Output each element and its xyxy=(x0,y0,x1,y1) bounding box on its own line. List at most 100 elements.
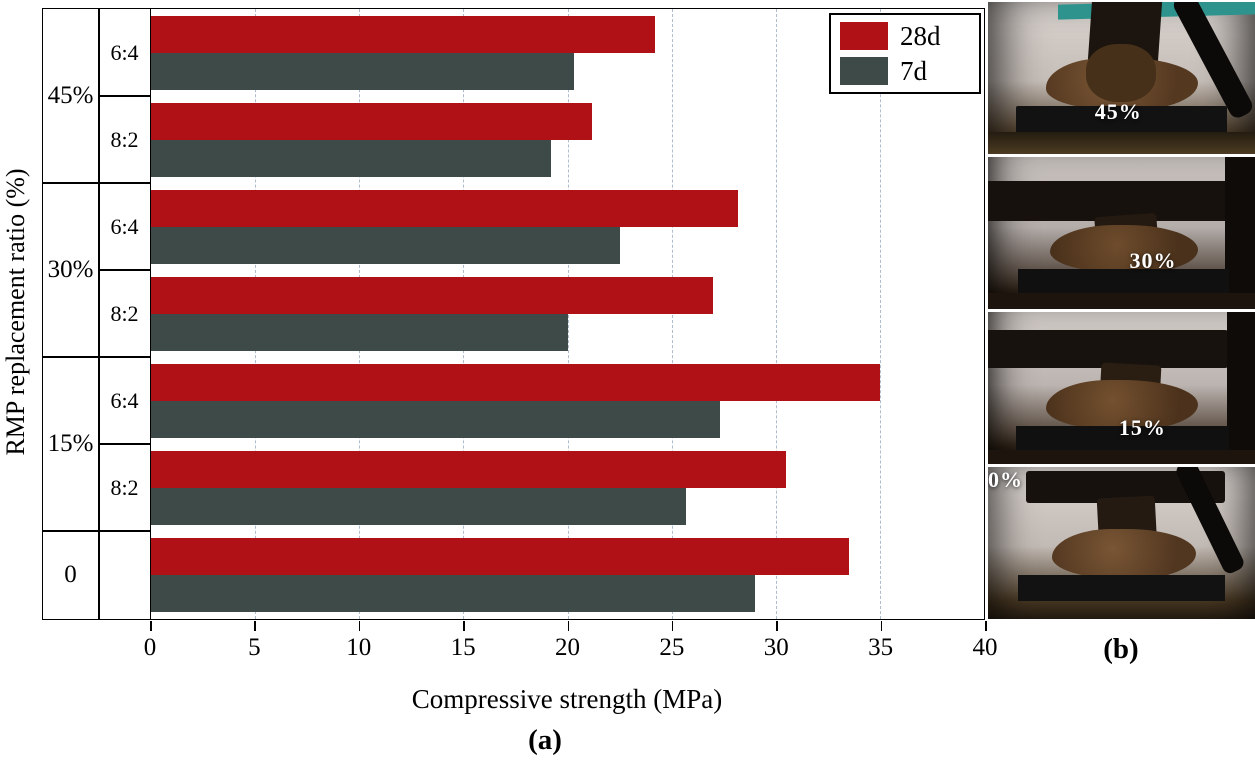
floor-icon xyxy=(988,450,1255,464)
bar-28d xyxy=(151,363,880,401)
y-sub-label: 8:2 xyxy=(110,474,139,500)
machine-frame-icon xyxy=(1225,157,1255,309)
bar-7d xyxy=(151,574,755,612)
y-sub-label: 8:2 xyxy=(110,126,139,152)
x-tick xyxy=(671,621,674,631)
x-tick xyxy=(463,621,465,631)
y-sub-label: 6:4 xyxy=(110,387,139,413)
bar-28d xyxy=(151,15,655,53)
base-plate-icon xyxy=(1018,575,1225,601)
x-tick xyxy=(776,621,778,631)
floor-icon xyxy=(988,132,1255,154)
y-sub-label: 8:2 xyxy=(110,300,139,326)
x-tick-label: 25 xyxy=(659,634,685,661)
subcell-separator-line xyxy=(98,269,151,271)
crushed-specimen-core-icon xyxy=(1086,44,1156,102)
floor-icon xyxy=(988,293,1255,309)
gridline xyxy=(775,9,777,619)
specimen-photo: 45% xyxy=(988,2,1255,154)
bar-7d xyxy=(151,487,687,525)
photo-panel: 45% 30% 15% 0% xyxy=(988,2,1255,620)
crushed-specimen-icon xyxy=(1046,380,1198,430)
y-tick xyxy=(143,530,150,532)
bar-7d xyxy=(151,226,620,264)
bar-7d xyxy=(151,52,574,90)
legend-entry: 28d xyxy=(840,22,970,50)
bar-7d xyxy=(151,139,551,177)
y-tick xyxy=(143,269,150,271)
group-separator-line xyxy=(43,356,150,358)
legend-label: 28d xyxy=(900,20,941,51)
gridline xyxy=(879,9,881,619)
x-axis-title: Compressive strength (MPa) xyxy=(411,684,723,714)
y-tick xyxy=(143,356,150,358)
photo-label: 0% xyxy=(988,467,1023,492)
y-group-label: 15% xyxy=(47,430,94,457)
x-tick-label: 30 xyxy=(763,634,789,661)
x-tick xyxy=(358,621,361,631)
legend-label: 7d xyxy=(900,55,927,86)
x-tick-label: 0 xyxy=(143,634,157,661)
x-tick-label: 10 xyxy=(346,634,372,661)
y-axis-table: 45% 6:4 8:2 30% 6:4 8:2 15% 6:4 8:2 0 xyxy=(42,8,151,620)
photo-label: 45% xyxy=(1094,99,1142,125)
gridline xyxy=(671,9,673,619)
group-separator-line xyxy=(43,182,150,184)
legend-entries: 28d 7d xyxy=(840,22,970,85)
gridline xyxy=(567,9,569,619)
base-plate-icon xyxy=(1018,269,1229,295)
x-tick xyxy=(880,621,883,631)
floor-icon xyxy=(988,599,1255,619)
legend-swatch-7d xyxy=(840,57,888,85)
x-tick xyxy=(985,621,987,631)
x-tick-label: 15 xyxy=(450,634,476,661)
x-tick xyxy=(254,621,256,631)
bar-28d xyxy=(151,189,739,227)
specimen-photo: 0% xyxy=(988,467,1255,619)
group-separator-line xyxy=(43,530,150,532)
bar-28d xyxy=(151,276,714,314)
y-tick xyxy=(143,443,150,445)
y-axis-title: RMP replacement ratio (%) xyxy=(1,168,30,456)
y-sub-label: 6:4 xyxy=(110,213,139,239)
x-tick-label: 5 xyxy=(248,634,261,661)
x-tick-label: 20 xyxy=(555,634,580,661)
legend-entry: 7d xyxy=(840,57,970,85)
x-tick-label: 40 xyxy=(972,634,998,661)
subcell-separator-line xyxy=(98,95,151,97)
legend-swatch-28d xyxy=(840,22,888,50)
machine-frame-icon xyxy=(1227,312,1255,464)
specimen-photo: 30% xyxy=(988,157,1255,309)
specimen-photo: 15% xyxy=(988,312,1255,464)
crushed-specimen-icon xyxy=(1050,225,1198,273)
x-tick xyxy=(567,621,569,631)
y-group-label: 30% xyxy=(47,256,94,283)
legend: 28d 7d xyxy=(829,13,981,94)
bar-28d xyxy=(151,450,787,488)
bar-7d xyxy=(151,313,568,351)
bar-7d xyxy=(151,400,720,438)
plot-area: 28d 7d xyxy=(150,8,985,620)
press-bar-icon xyxy=(988,330,1229,368)
press-bar-icon xyxy=(988,181,1231,221)
crushed-specimen-icon xyxy=(1052,529,1196,579)
y-group-label: 45% xyxy=(47,82,94,109)
x-tick xyxy=(150,621,152,631)
axis-column-divider xyxy=(98,9,100,619)
subcell-separator-line xyxy=(98,443,151,445)
x-axis: 0 5 10 15 20 25 30 35 40 xyxy=(144,620,998,675)
y-tick xyxy=(143,182,150,184)
base-plate-icon xyxy=(1016,106,1227,134)
y-sub-label: 6:4 xyxy=(110,39,139,65)
x-tick-label: 35 xyxy=(868,634,894,661)
photo-label: 30% xyxy=(1129,248,1177,274)
y-tick xyxy=(143,95,150,97)
base-plate-icon xyxy=(1016,426,1229,452)
caption-a: (a) xyxy=(528,724,562,756)
bar-28d xyxy=(151,102,593,140)
y-group-label: 0 xyxy=(64,560,77,588)
bar-28d xyxy=(151,537,849,575)
photo-label: 15% xyxy=(1118,415,1166,441)
caption-b: (b) xyxy=(1103,633,1139,665)
